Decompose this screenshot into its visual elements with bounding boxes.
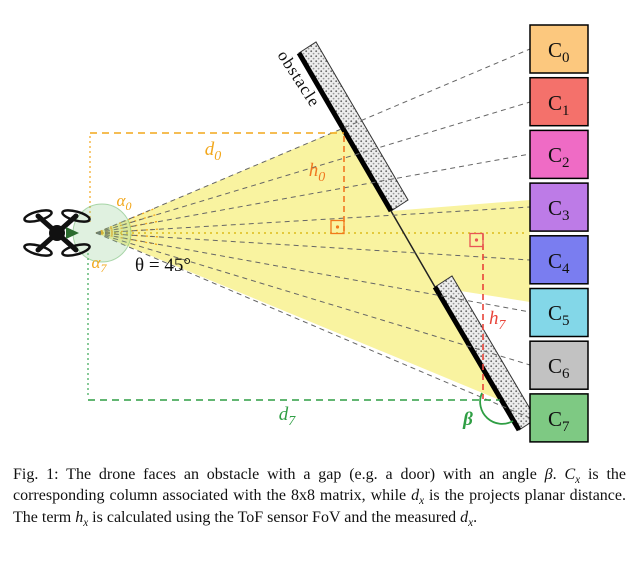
ray-c3 (95, 206, 531, 234)
h0-right-angle-marker (330, 219, 345, 235)
beta-angle-arc (479, 392, 514, 425)
math-dx: d (411, 487, 420, 505)
fov-rays (95, 48, 531, 419)
column-c6: C6 (529, 340, 589, 390)
alpha0-label: α0 (117, 191, 132, 213)
column-box (529, 24, 589, 74)
fov-beam (96, 128, 530, 401)
column-label: C6 (548, 354, 570, 382)
theta-label: θ = 45° (135, 255, 191, 276)
column-c1: C1 (529, 76, 589, 127)
matrix-columns: C0 C1 C2 C3 C4 C5 C6 C7 (529, 24, 589, 443)
drone-fov-diagram: obstacle d0 h0 α0 α7 θ = 45° h7 d7 β C0 … (23, 24, 589, 443)
alpha7-label: α7 (92, 253, 108, 275)
drone-nose-arrow (66, 227, 79, 239)
caption-text: Fig. 1: The drone faces an obstacle with… (13, 466, 545, 483)
h7-right-angle-dot (474, 238, 479, 242)
column-label: C0 (548, 38, 570, 66)
column-box (529, 235, 589, 285)
d7-label: d7 (279, 404, 297, 429)
fov-through-gap (391, 200, 530, 302)
column-c7: C7 (529, 393, 589, 443)
obstacle-lower-edge (432, 285, 522, 432)
obstacle-upper-edge (296, 51, 394, 213)
fov-main-triangle (96, 128, 502, 401)
h7-right-angle-marker (469, 232, 484, 248)
column-c4: C4 (529, 235, 589, 285)
beta-label: β (462, 409, 473, 430)
column-label: C5 (548, 301, 570, 329)
ray-c6 (95, 232, 531, 366)
column-label: C7 (548, 407, 570, 435)
column-c3: C3 (529, 182, 589, 232)
ray-c0 (95, 48, 531, 234)
ray-c5 (95, 232, 531, 313)
drone (23, 203, 132, 263)
h7-label: h7 (489, 308, 507, 333)
ray-c7 (95, 232, 531, 419)
column-c5: C5 (529, 287, 589, 338)
ray-c1 (95, 101, 531, 234)
column-box (529, 340, 589, 390)
h0-right-angle-dot (335, 225, 340, 229)
drone-icon (23, 209, 91, 257)
column-box (529, 129, 589, 180)
column-box (529, 393, 589, 443)
measurement-guides (87, 132, 514, 425)
column-box (529, 76, 589, 127)
d0-label: d0 (205, 139, 222, 164)
column-label: C1 (548, 91, 570, 119)
column-label: C2 (548, 143, 570, 171)
gap-line (390, 210, 436, 288)
math-hx: h (75, 508, 84, 526)
figure-caption: Fig. 1: The drone faces an obstacle with… (13, 466, 627, 529)
column-box (529, 182, 589, 232)
ray-c2 (95, 153, 531, 234)
column-c2: C2 (529, 129, 589, 180)
column-label: C3 (548, 196, 570, 224)
obstacle (296, 41, 537, 432)
column-c0: C0 (529, 24, 589, 74)
column-box (529, 287, 589, 338)
column-label: C4 (548, 249, 570, 277)
math-dx-2: d (460, 508, 469, 526)
math-cx: C (564, 466, 576, 483)
ray-c4 (95, 232, 531, 261)
h0-label: h0 (309, 160, 326, 185)
math-beta: β (544, 466, 553, 483)
